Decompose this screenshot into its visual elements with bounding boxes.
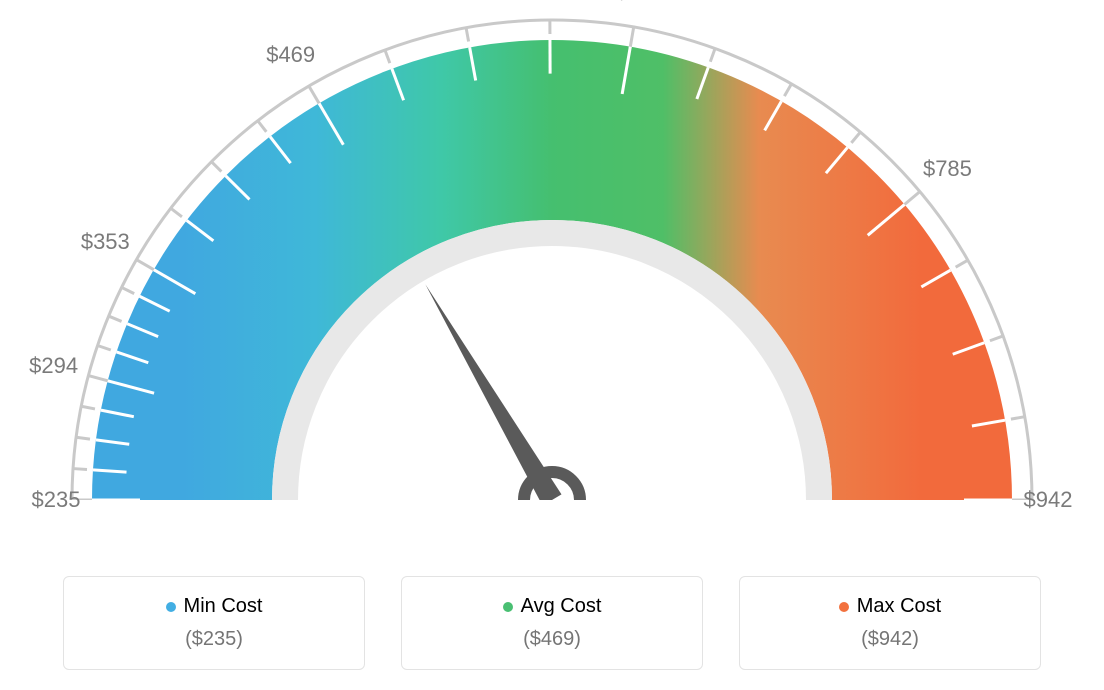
gauge-tick-label: $469 <box>266 42 315 68</box>
legend-card-min: Min Cost ($235) <box>63 576 365 670</box>
gauge-tick-label: $353 <box>81 229 130 255</box>
legend-label-min: Min Cost <box>184 595 263 617</box>
legend-dot-avg <box>503 602 513 612</box>
legend-label-avg: Avg Cost <box>521 595 602 617</box>
gauge-tick-label: $294 <box>29 353 78 379</box>
legend-label-max: Max Cost <box>857 595 941 617</box>
legend-value-min: ($235) <box>64 628 364 651</box>
gauge-tick-label: $627 <box>615 0 664 5</box>
legend-value-max: ($942) <box>740 628 1040 651</box>
legend-dot-min <box>166 602 176 612</box>
cost-gauge-chart <box>0 0 1104 560</box>
gauge-tick-label: $235 <box>32 487 81 513</box>
legend-dot-max <box>839 602 849 612</box>
legend-card-max: Max Cost ($942) <box>739 576 1041 670</box>
legend-value-avg: ($469) <box>402 628 702 651</box>
gauge-tick-label: $942 <box>1024 487 1073 513</box>
gauge-tick-label: $785 <box>923 156 972 182</box>
legend-card-avg: Avg Cost ($469) <box>401 576 703 670</box>
cost-legend: Min Cost ($235) Avg Cost ($469) Max Cost… <box>0 576 1104 670</box>
